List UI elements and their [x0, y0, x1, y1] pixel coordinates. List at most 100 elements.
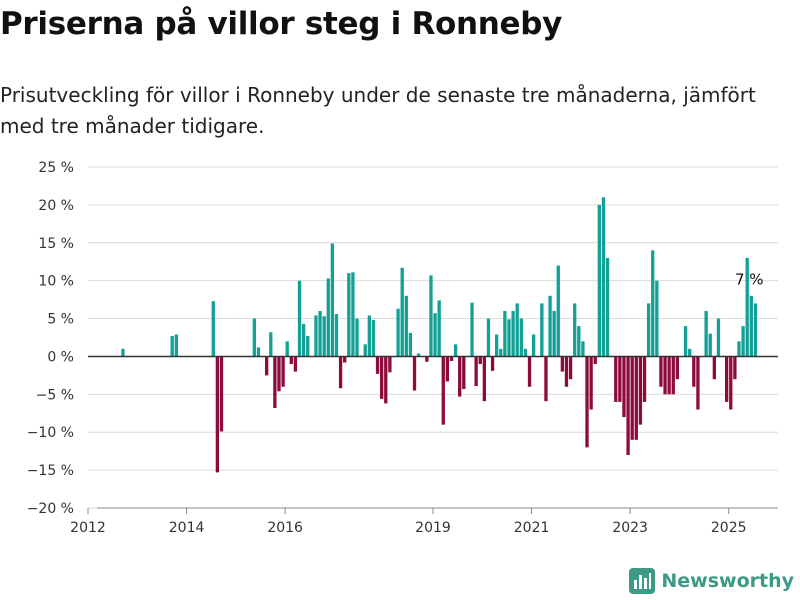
bar-positive — [470, 302, 474, 357]
bar-chart: −20 % −15 % −10 % −5 % 0 % 5 % 10 % 15 % 20 % 25 … — [27, 160, 778, 536]
bar-negative — [659, 356, 663, 387]
bar-positive — [371, 320, 376, 357]
y-tick-label: −10 % — [27, 425, 74, 441]
bar-negative — [675, 356, 680, 380]
bar-negative — [712, 356, 716, 380]
y-tick-label: −5 % — [36, 387, 74, 403]
bar-positive — [285, 341, 289, 357]
bar-negative — [638, 356, 643, 425]
bar-positive — [655, 280, 659, 357]
bar-positive — [404, 295, 408, 357]
x-tick-label: 2021 — [514, 520, 550, 536]
bar-negative — [219, 356, 224, 432]
bar-positive — [688, 348, 692, 357]
bar-negative — [273, 356, 277, 408]
bar-negative — [338, 356, 343, 389]
bar-positive — [351, 272, 355, 357]
bar-positive — [708, 333, 712, 357]
bar-negative — [564, 356, 569, 387]
bar-positive — [170, 335, 174, 357]
bar-negative — [277, 356, 281, 392]
bar-positive — [737, 341, 741, 357]
bar-positive — [704, 310, 708, 357]
bar-negative — [289, 356, 293, 365]
bar-negative — [482, 356, 486, 402]
bar-positive — [556, 265, 560, 357]
bar-positive — [256, 347, 261, 357]
bar-positive — [453, 344, 458, 357]
bar-positive — [716, 318, 721, 357]
bar-positive — [499, 348, 503, 357]
bar-negative — [671, 356, 675, 395]
newsworthy-logo: Newsworthy — [629, 568, 794, 594]
bar-negative — [215, 356, 220, 473]
bar-negative — [614, 356, 618, 402]
x-tick-label: 2019 — [415, 520, 451, 536]
bar-positive — [581, 341, 585, 357]
bar-positive — [347, 273, 351, 357]
bar-positive — [552, 310, 556, 357]
x-tick-label: 2016 — [267, 520, 303, 536]
bar-negative — [696, 356, 700, 410]
y-axis-ticks: −20 % −15 % −10 % −5 % 0 % 5 % 10 % 15 % 20 % 25 … — [27, 160, 74, 517]
bar-positive — [121, 348, 125, 357]
bar-negative — [527, 356, 532, 387]
bar-positive — [306, 335, 310, 357]
bar-positive — [651, 250, 655, 357]
bar-negative — [618, 356, 622, 402]
bar-negative — [544, 356, 548, 402]
bar-positive — [297, 280, 302, 357]
bar-positive — [330, 243, 335, 357]
bar-positive — [396, 308, 400, 357]
bar-negative — [462, 356, 466, 390]
bar-positive — [577, 326, 581, 357]
bar-negative — [634, 356, 638, 440]
bar-positive — [683, 326, 688, 357]
bar-negative — [380, 356, 384, 399]
y-tick-label: 5 % — [47, 312, 74, 328]
bar-negative — [560, 356, 565, 372]
bar-negative — [568, 356, 573, 380]
bar-positive — [646, 303, 651, 357]
bar-positive — [753, 303, 758, 357]
bar-negative — [663, 356, 667, 395]
bar-negative — [692, 356, 696, 387]
bar-negative — [293, 356, 298, 372]
bar-negative — [729, 356, 733, 410]
bar-positive — [174, 334, 178, 357]
bar-negative — [458, 356, 462, 397]
bar-positive — [548, 295, 552, 357]
bar-negative — [478, 356, 482, 365]
bar-positive — [314, 315, 318, 357]
bar-positive — [269, 332, 273, 357]
bar-negative — [445, 356, 450, 382]
bar-negative — [474, 356, 478, 386]
bar-positive — [437, 300, 441, 357]
bar-negative — [425, 356, 429, 362]
bar-positive — [252, 318, 256, 357]
bar-positive — [523, 348, 528, 357]
bar-positive — [211, 301, 215, 357]
bar-positive — [363, 344, 367, 357]
bar-positive — [301, 323, 306, 357]
chart-title: Priserna på villor steg i Ronneby — [0, 6, 563, 42]
bar-positive — [749, 295, 753, 357]
x-tick-label: 2023 — [612, 520, 648, 536]
x-axis: 2012 2014 2016 2019 2021 2023 2025 — [70, 507, 778, 536]
last-value-label: 7 % — [735, 271, 764, 289]
bar-negative — [343, 356, 347, 363]
y-tick-label: 20 % — [38, 198, 74, 214]
bar-negative — [622, 356, 626, 418]
bar-negative — [265, 356, 269, 376]
grid-lines — [88, 166, 778, 509]
bar-positive — [322, 316, 326, 357]
bar-negative — [585, 356, 589, 448]
bar-positive — [601, 197, 606, 357]
bar-negative — [281, 356, 285, 387]
bar-positive — [511, 310, 515, 357]
bar-negative — [384, 356, 388, 404]
bar-negative — [733, 356, 737, 380]
y-tick-label: 25 % — [38, 160, 74, 176]
bar-negative — [388, 356, 392, 373]
x-tick-label: 2012 — [70, 520, 106, 536]
